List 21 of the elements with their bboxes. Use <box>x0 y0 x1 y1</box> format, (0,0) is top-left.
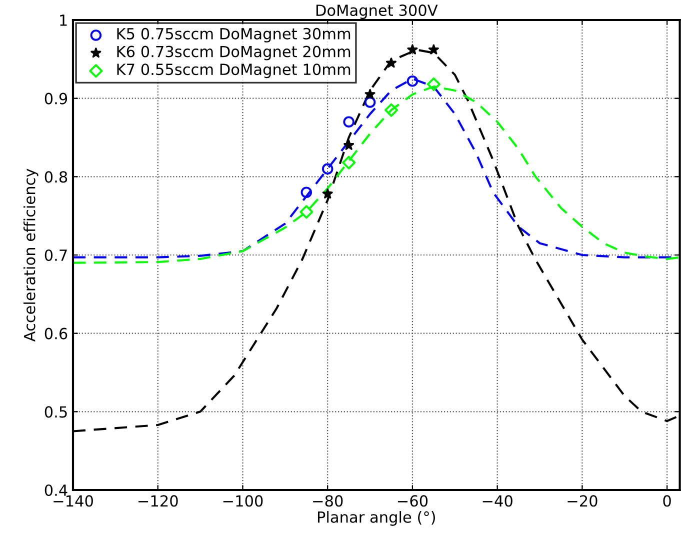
y-tick-label: 0.9 <box>44 92 68 104</box>
y-tick-label: 0.8 <box>44 171 68 183</box>
x-tick-label: −100 <box>223 495 263 507</box>
x-tick-label: −120 <box>138 495 178 507</box>
x-tick-label: −60 <box>398 495 428 507</box>
x-tick-label: −80 <box>313 495 343 507</box>
y-tick-label: 0.4 <box>44 484 68 496</box>
y-tick-label: 0.6 <box>44 328 68 340</box>
legend-label: K5 0.75sccm DoMagnet 30mm <box>117 28 350 42</box>
y-tick-label: 1 <box>60 14 67 26</box>
legend-label: K7 0.55sccm DoMagnet 10mm <box>117 64 350 78</box>
y-tick-label: 0.7 <box>44 249 67 262</box>
chart-title: DoMagnet 300V <box>316 4 438 20</box>
x-tick-label: −140 <box>54 495 93 507</box>
x-axis-title: Planar angle (°) <box>318 511 435 526</box>
x-tick-label: −40 <box>482 495 512 507</box>
x-tick-label: 0 <box>663 495 671 507</box>
legend-label: K6 0.73sccm DoMagnet 20mm <box>117 46 350 60</box>
x-tick-label: −20 <box>568 495 598 507</box>
y-tick-label: 0.5 <box>44 406 67 418</box>
y-axis-title: Acceleration efficiency <box>24 168 38 342</box>
